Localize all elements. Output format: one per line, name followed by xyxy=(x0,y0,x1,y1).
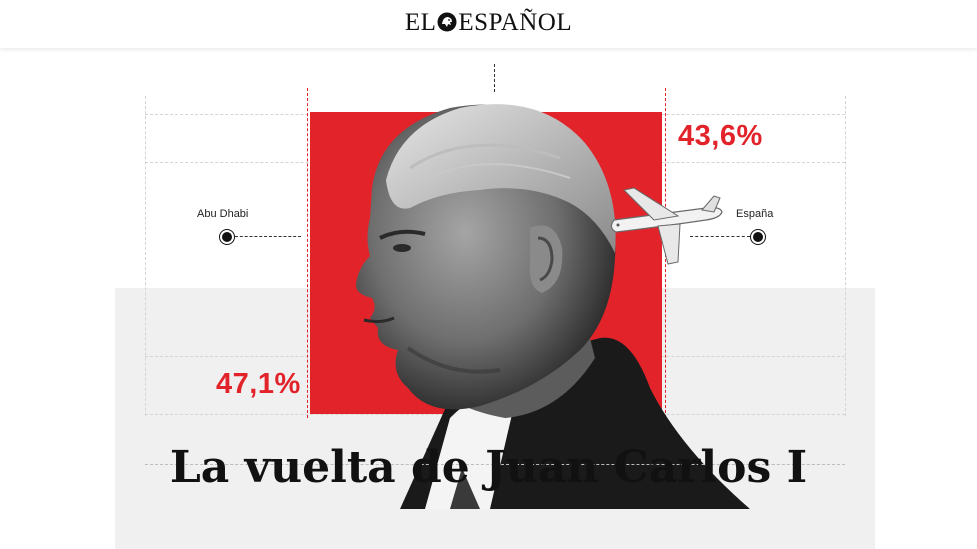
grid-line xyxy=(845,96,846,416)
portrait-illustration xyxy=(355,104,750,509)
percent-espana: 43,6% xyxy=(678,120,763,152)
page-headline[interactable]: La vuelta de Juan Carlos I xyxy=(169,442,808,493)
grid-line xyxy=(145,96,146,416)
connector-line xyxy=(235,236,301,237)
percent-abu-dhabi: 47,1% xyxy=(216,368,301,400)
site-logo[interactable]: EL ESPAÑOL xyxy=(0,9,977,37)
center-tick xyxy=(494,64,495,92)
red-guide-line xyxy=(307,88,308,418)
logo-text-right: ESPAÑOL xyxy=(458,9,573,36)
headline-divider xyxy=(145,464,845,465)
connector-line xyxy=(690,236,750,237)
logo-text-left: EL xyxy=(404,9,437,36)
label-abu-dhabi: Abu Dhabi xyxy=(197,208,249,220)
masthead: EL ESPAÑOL xyxy=(0,0,977,48)
airplane-icon xyxy=(610,187,723,265)
marker-espana xyxy=(751,230,765,244)
lion-head-icon xyxy=(437,12,457,32)
marker-abu-dhabi xyxy=(220,230,234,244)
label-espana: España xyxy=(736,208,774,220)
hero-graphic: 43,6% 47,1% Abu Dhabi España xyxy=(0,48,977,549)
